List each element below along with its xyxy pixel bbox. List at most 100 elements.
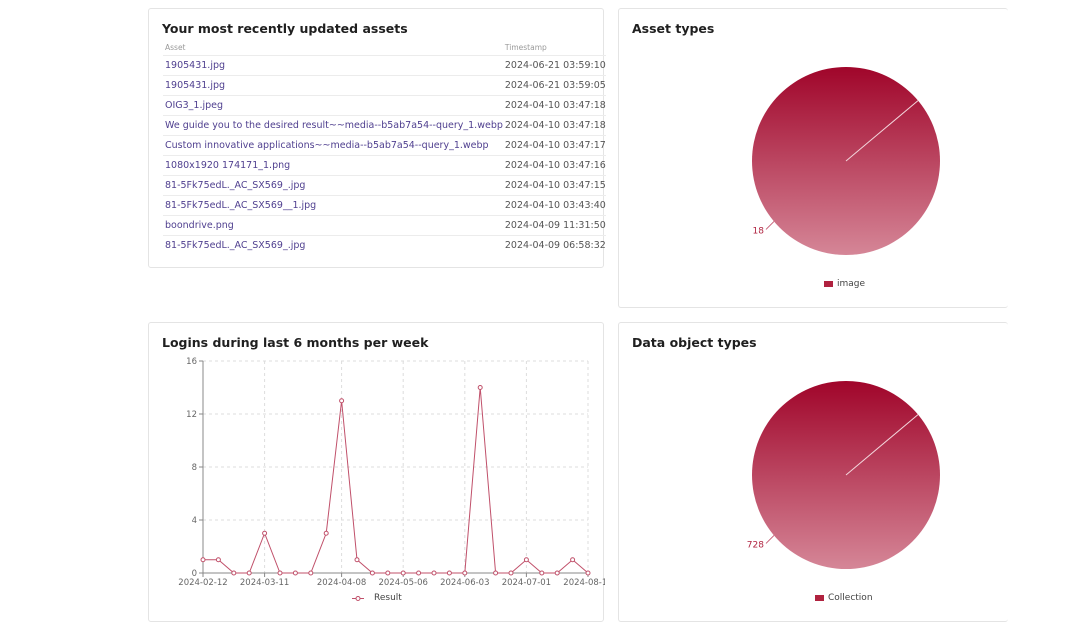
data-point[interactable] <box>523 557 529 563</box>
asset-link[interactable]: 1080x1920 174171_1.png <box>163 155 503 176</box>
x-tick-label: 2024-07-01 <box>502 578 551 588</box>
series-line-result <box>203 387 589 574</box>
data-point[interactable] <box>416 570 422 576</box>
data-object-types-card: Data object types 728 Collection <box>618 322 1008 622</box>
table-row: 1905431.jpg 2024-06-21 03:59:10 <box>163 55 606 76</box>
asset-timestamp: 2024-06-21 03:59:10 <box>502 55 606 76</box>
asset-link[interactable]: 81-5Fk75edL._AC_SX569__1.jpg <box>163 195 503 216</box>
asset-timestamp: 2024-06-21 03:59:05 <box>502 75 606 96</box>
asset-link[interactable]: 81-5Fk75edL._AC_SX569_.jpg <box>163 175 503 196</box>
data-point[interactable] <box>339 398 345 404</box>
asset-timestamp: 2024-04-10 03:47:15 <box>502 175 606 196</box>
data-point[interactable] <box>431 570 437 576</box>
asset-types-pie-chart: 18 <box>752 67 940 255</box>
asset-timestamp: 2024-04-10 03:47:16 <box>502 155 606 176</box>
asset-timestamp: 2024-04-10 03:47:18 <box>502 95 606 116</box>
data-point[interactable] <box>354 557 360 563</box>
data-object-types-pie-value-label: 728 <box>747 540 764 550</box>
data-point[interactable] <box>570 557 576 563</box>
legend-label-collection: Collection <box>828 593 873 603</box>
asset-link[interactable]: OIG3_1.jpeg <box>163 95 503 116</box>
table-row: 81-5Fk75edL._AC_SX569_.jpg 2024-04-10 03:… <box>163 175 606 196</box>
data-point[interactable] <box>585 570 591 576</box>
recent-assets-body: 1905431.jpg 2024-06-21 03:59:10 1905431.jp… <box>163 55 606 255</box>
data-point[interactable] <box>385 570 391 576</box>
x-tick-label: 2024-02-12 <box>178 578 227 588</box>
asset-link[interactable]: Custom innovative applications~~media--b… <box>163 135 503 156</box>
recent-assets-title: Your most recently updated assets <box>162 21 408 36</box>
logins-legend[interactable]: Result <box>352 593 402 603</box>
data-point[interactable] <box>231 570 237 576</box>
asset-link[interactable]: 1905431.jpg <box>163 75 503 96</box>
logins-title: Logins during last 6 months per week <box>162 335 429 350</box>
logins-line-chart: 0 4 8 12 16 2024-02-12 2024-03-11 2024-04-08 202… <box>178 357 605 588</box>
data-point[interactable] <box>369 570 375 576</box>
data-point[interactable] <box>200 557 206 563</box>
y-tick-label: 8 <box>192 463 197 473</box>
data-object-types-pie-chart: 728 <box>747 381 940 569</box>
asset-link[interactable]: 1905431.jpg <box>163 55 503 76</box>
x-tick-label: 2024-05-06 <box>378 578 427 588</box>
data-point[interactable] <box>508 570 514 576</box>
asset-types-pie-label-leader <box>765 221 775 230</box>
legend-swatch-result <box>352 595 364 601</box>
y-tick-label: 16 <box>186 357 197 367</box>
asset-types-title: Asset types <box>632 21 715 36</box>
column-header-timestamp: Timestamp <box>504 42 547 52</box>
logins-card: Logins during last 6 months per week 0 4 8… <box>148 322 605 622</box>
table-row: We guide you to the desired result~~medi… <box>163 115 606 136</box>
data-point[interactable] <box>308 570 314 576</box>
x-tick-label: 2024-03-11 <box>240 578 289 588</box>
table-row: 1905431.jpg 2024-06-21 03:59:05 <box>163 75 606 96</box>
y-tick-label: 4 <box>192 516 197 526</box>
table-row: Custom innovative applications~~media--b… <box>163 135 606 156</box>
data-point[interactable] <box>462 570 468 576</box>
x-tick-label: 2024-08-12 <box>563 578 605 588</box>
asset-types-card: Asset types 18 image <box>618 8 1008 308</box>
asset-link[interactable]: 81-5Fk75edL._AC_SX569_.jpg <box>163 235 503 255</box>
asset-types-pie-value-label: 18 <box>753 226 765 236</box>
data-object-types-legend[interactable]: Collection <box>815 593 873 603</box>
data-object-types-title: Data object types <box>632 335 757 350</box>
asset-timestamp: 2024-04-09 06:58:32 <box>502 235 606 255</box>
data-point[interactable] <box>246 570 252 576</box>
asset-timestamp: 2024-04-09 11:31:50 <box>502 215 606 236</box>
data-object-types-pie-separator <box>845 414 919 476</box>
data-point[interactable] <box>323 530 329 536</box>
asset-types-pie-separator <box>845 100 919 162</box>
column-header-asset: Asset <box>165 42 186 52</box>
y-tick-label: 0 <box>192 569 197 579</box>
table-row: 81-5Fk75edL._AC_SX569__1.jpg 2024-04-10 0… <box>163 195 606 216</box>
data-point[interactable] <box>539 570 545 576</box>
data-point[interactable] <box>400 570 406 576</box>
legend-label-image: image <box>837 279 866 289</box>
table-row: OIG3_1.jpeg 2024-04-10 03:47:18 <box>163 95 606 116</box>
legend-swatch-collection <box>815 595 824 601</box>
table-row: 1080x1920 174171_1.png 2024-04-10 03:47:1… <box>163 155 606 176</box>
table-header-row: Asset Timestamp <box>163 42 606 56</box>
asset-timestamp: 2024-04-10 03:43:40 <box>502 195 606 216</box>
asset-timestamp: 2024-04-10 03:47:18 <box>502 115 606 136</box>
data-point[interactable] <box>277 570 283 576</box>
legend-label-result: Result <box>374 593 402 603</box>
data-point[interactable] <box>493 570 499 576</box>
asset-timestamp: 2024-04-10 03:47:17 <box>502 135 606 156</box>
recent-assets-table: Asset Timestamp 1905431.jpg 2024-06-21 03… <box>163 42 606 255</box>
table-row: boondrive.png 2024-04-09 11:31:50 <box>163 215 606 236</box>
asset-link[interactable]: boondrive.png <box>163 215 503 236</box>
legend-swatch-image <box>824 281 833 287</box>
data-point[interactable] <box>262 530 268 536</box>
x-tick-label: 2024-04-08 <box>317 578 366 588</box>
data-point[interactable] <box>292 570 298 576</box>
asset-link[interactable]: We guide you to the desired result~~medi… <box>163 115 503 136</box>
data-point[interactable] <box>446 570 452 576</box>
data-point[interactable] <box>554 570 560 576</box>
data-point[interactable] <box>215 557 221 563</box>
table-row: 81-5Fk75edL._AC_SX569_.jpg 2024-04-09 06:… <box>163 235 606 255</box>
data-object-types-pie-label-leader <box>765 535 775 544</box>
recent-assets-card: Your most recently updated assets Asset … <box>148 8 606 268</box>
y-tick-label: 12 <box>186 410 197 420</box>
x-tick-label: 2024-06-03 <box>440 578 489 588</box>
data-point[interactable] <box>477 385 483 390</box>
asset-types-legend[interactable]: image <box>824 279 865 289</box>
